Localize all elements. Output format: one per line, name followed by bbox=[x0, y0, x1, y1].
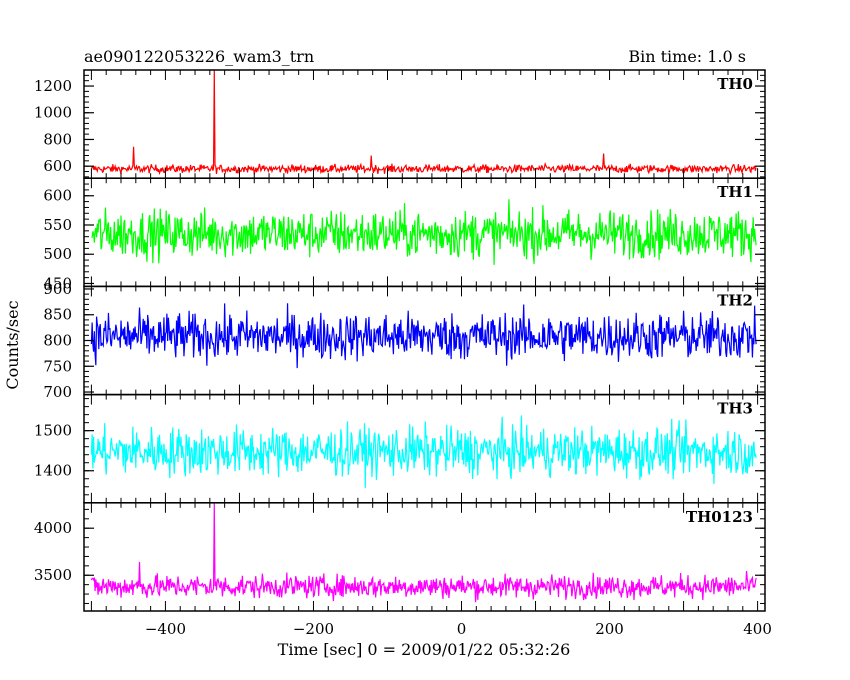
y-tick-label: 1500 bbox=[34, 422, 72, 440]
panel-label-th1: TH1 bbox=[717, 183, 753, 201]
y-tick-label: 500 bbox=[43, 245, 72, 263]
series-line-th3 bbox=[90, 415, 757, 489]
y-tick-label: 1400 bbox=[34, 462, 72, 480]
panel-label-th0123: TH0123 bbox=[686, 508, 753, 526]
x-tick-label: −200 bbox=[293, 620, 334, 638]
y-tick-label: 4000 bbox=[34, 519, 72, 537]
series-line-th1 bbox=[91, 199, 757, 265]
y-tick-label: 900 bbox=[43, 280, 72, 298]
y-tick-label: 800 bbox=[43, 332, 72, 350]
y-tick-label: 700 bbox=[43, 383, 72, 401]
series-line-th2 bbox=[90, 303, 757, 369]
series-line-th0123 bbox=[90, 502, 757, 603]
y-tick-label: 450 bbox=[43, 274, 72, 292]
y-tick-label: 550 bbox=[43, 216, 72, 234]
y-tick-label: 750 bbox=[43, 357, 72, 375]
panels-group: 600 800 1000 1200 TH0 450 500 550 600 TH1 700 750 80… bbox=[34, 69, 772, 638]
x-tick-label: 400 bbox=[743, 620, 772, 638]
panel-label-th3: TH3 bbox=[717, 400, 753, 418]
y-tick-label: 850 bbox=[43, 306, 72, 324]
x-tick-label: 0 bbox=[457, 620, 467, 638]
y-tick-label: 600 bbox=[43, 157, 72, 175]
series-line-th0 bbox=[91, 70, 757, 176]
y-tick-label: 1200 bbox=[34, 77, 72, 95]
y-axis-label: Counts/sec bbox=[3, 300, 22, 389]
panel-label-th2: TH2 bbox=[717, 291, 753, 309]
bin-time-label: Bin time: 1.0 s bbox=[628, 47, 746, 66]
x-tick-label: 200 bbox=[595, 620, 624, 638]
x-tick-label: −400 bbox=[145, 620, 186, 638]
x-axis-label: Time [sec] 0 = 2009/01/22 05:32:26 bbox=[278, 640, 571, 659]
panel-frame-th0 bbox=[83, 69, 766, 179]
y-tick-label: 3500 bbox=[34, 566, 72, 584]
figure-title: ae090122053226_wam3_trn bbox=[84, 47, 314, 66]
y-tick-label: 800 bbox=[43, 130, 72, 148]
y-tick-label: 600 bbox=[43, 187, 72, 205]
panel-label-th0: TH0 bbox=[717, 75, 753, 93]
y-tick-label: 1000 bbox=[34, 104, 72, 122]
